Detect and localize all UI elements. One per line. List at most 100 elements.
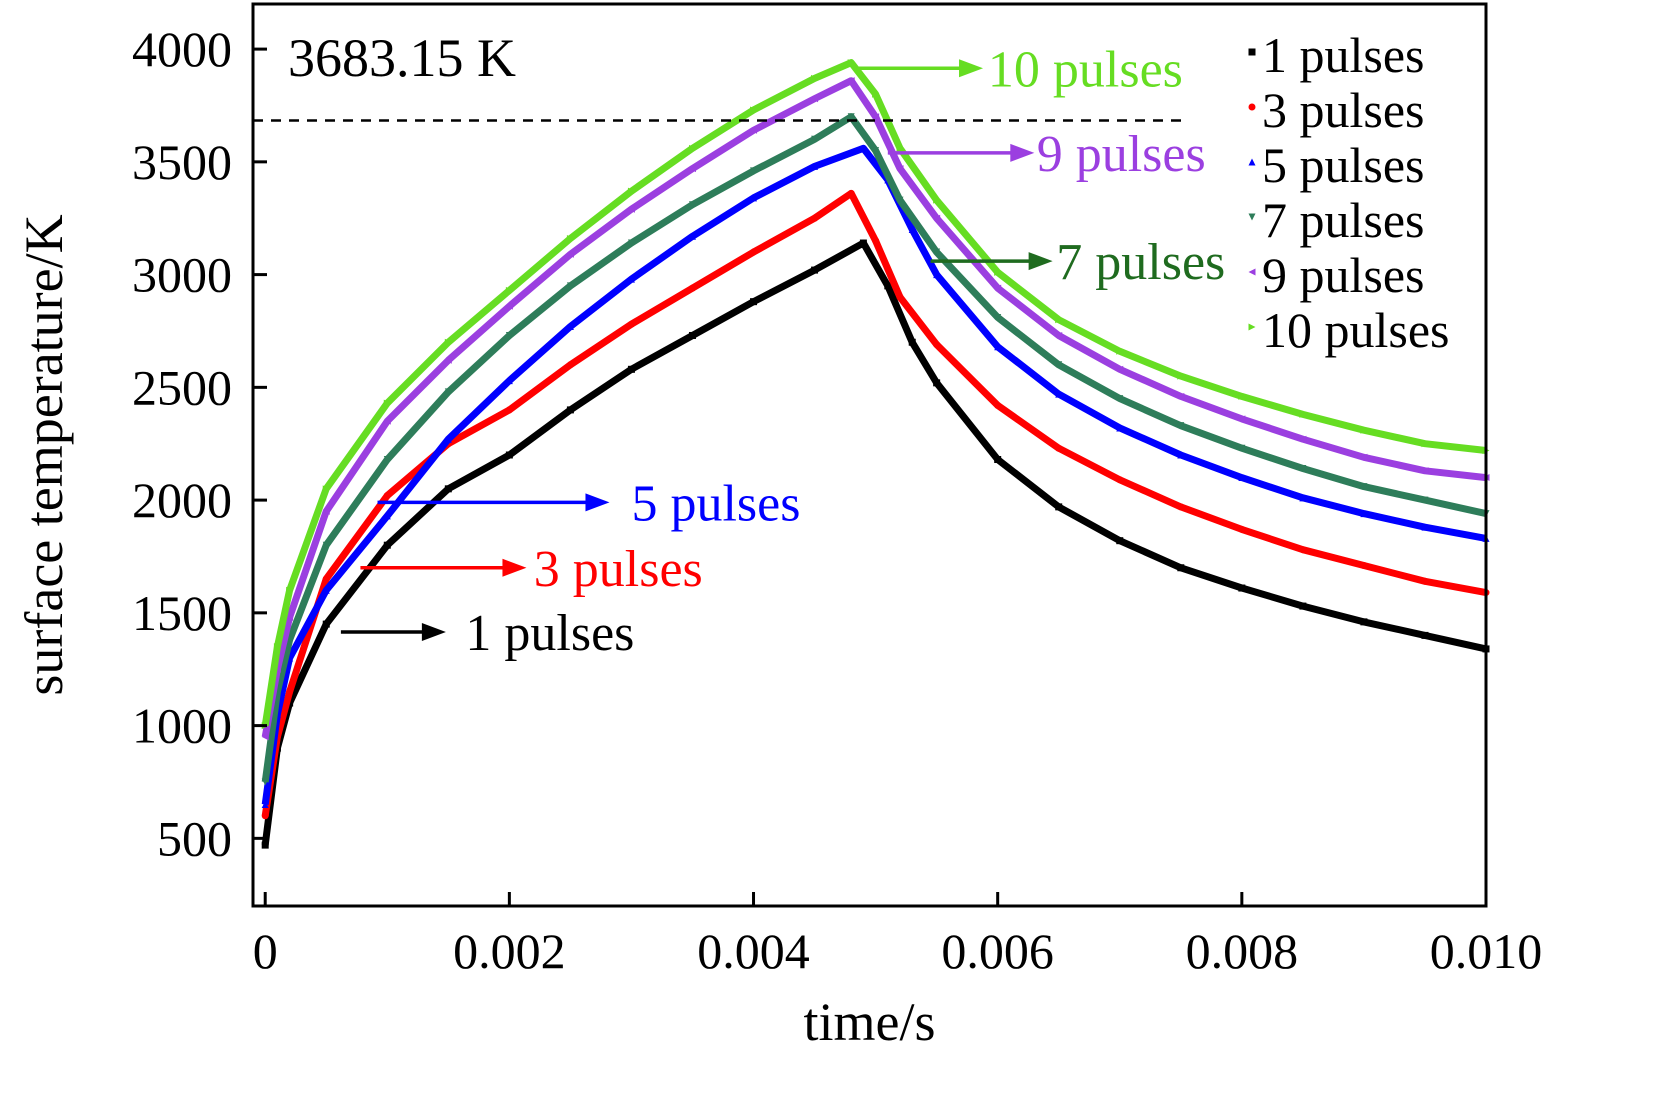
series-10-pulses bbox=[261, 59, 1490, 730]
annotation-10-pulses: 10 pulses bbox=[856, 41, 1183, 98]
y-tick-label: 1000 bbox=[132, 698, 232, 754]
annotation-1-pulses: 1 pulses bbox=[340, 605, 634, 662]
annotation-arrow-head bbox=[1010, 143, 1035, 162]
legend-item: 9 pulses bbox=[1248, 247, 1425, 303]
data-point bbox=[1421, 577, 1429, 585]
data-point bbox=[994, 343, 1002, 351]
legend-marker bbox=[1248, 48, 1256, 56]
data-point bbox=[261, 812, 269, 820]
data-point bbox=[1055, 331, 1063, 339]
data-point bbox=[383, 512, 391, 520]
data-point bbox=[566, 361, 574, 369]
data-point bbox=[688, 144, 696, 152]
data-point bbox=[1116, 365, 1124, 373]
data-point bbox=[505, 451, 513, 459]
annotation-9-pulses: 9 pulses bbox=[887, 126, 1206, 183]
data-point bbox=[896, 165, 904, 173]
data-point bbox=[750, 126, 758, 134]
data-point bbox=[688, 284, 696, 292]
y-tick-label: 2000 bbox=[132, 472, 232, 528]
annotation-label: 3 pulses bbox=[534, 541, 703, 598]
data-point bbox=[750, 194, 758, 202]
data-point bbox=[505, 406, 513, 414]
data-point bbox=[444, 388, 452, 396]
data-point bbox=[383, 492, 391, 500]
data-point bbox=[811, 214, 819, 222]
data-point bbox=[896, 293, 904, 301]
data-point bbox=[750, 248, 758, 256]
annotation-label: 1 pulses bbox=[465, 605, 634, 662]
annotation-label: 5 pulses bbox=[631, 475, 800, 532]
data-point bbox=[847, 59, 855, 67]
data-point bbox=[1116, 476, 1124, 484]
data-point bbox=[1421, 496, 1429, 504]
annotation-arrow-head bbox=[585, 493, 610, 512]
legend-marker bbox=[1248, 213, 1256, 221]
data-point bbox=[627, 365, 635, 373]
annotation-layer: 1 pulses 3 pulses 5 pulses 7 pulses 9 pulses… bbox=[340, 41, 1225, 662]
data-point bbox=[566, 282, 574, 290]
series-5-pulses bbox=[261, 144, 1490, 809]
series-1-pulses bbox=[261, 239, 1490, 849]
data-point bbox=[859, 239, 867, 247]
data-point bbox=[688, 232, 696, 240]
data-point bbox=[750, 167, 758, 175]
data-point bbox=[1299, 465, 1307, 473]
data-point bbox=[1177, 422, 1185, 430]
data-point bbox=[444, 356, 452, 364]
data-point bbox=[933, 214, 941, 222]
annotation-5-pulses: 5 pulses bbox=[377, 475, 800, 532]
data-point bbox=[1055, 503, 1063, 511]
data-point bbox=[1116, 537, 1124, 545]
y-tick-label: 1500 bbox=[132, 585, 232, 641]
data-point bbox=[1360, 453, 1368, 461]
data-point bbox=[1177, 564, 1185, 572]
data-point bbox=[286, 613, 294, 621]
data-point bbox=[1421, 631, 1429, 639]
data-point bbox=[872, 113, 880, 121]
x-tick-label: 0.002 bbox=[453, 923, 566, 979]
data-point bbox=[322, 485, 330, 493]
data-point bbox=[1177, 451, 1185, 459]
x-tick-label: 0.006 bbox=[941, 923, 1054, 979]
data-point bbox=[872, 147, 880, 155]
legend-item: 3 pulses bbox=[1248, 82, 1425, 138]
legend-marker bbox=[1248, 268, 1256, 276]
x-tick-label: 0.008 bbox=[1186, 923, 1299, 979]
x-tick-label: 0 bbox=[253, 923, 278, 979]
legend-item: 5 pulses bbox=[1248, 137, 1425, 193]
data-point bbox=[322, 507, 330, 515]
data-point bbox=[1360, 618, 1368, 626]
data-point bbox=[847, 189, 855, 197]
data-point bbox=[261, 733, 269, 741]
data-point bbox=[1238, 474, 1246, 482]
data-point bbox=[1421, 467, 1429, 475]
legend-marker bbox=[1248, 158, 1256, 166]
data-point bbox=[933, 196, 941, 204]
data-point bbox=[383, 456, 391, 464]
legend-item: 10 pulses bbox=[1248, 302, 1450, 358]
data-point bbox=[1177, 372, 1185, 380]
legend-label: 10 pulses bbox=[1262, 302, 1450, 358]
data-point bbox=[1116, 347, 1124, 355]
legend-label: 5 pulses bbox=[1262, 137, 1425, 193]
y-tick-label: 500 bbox=[157, 810, 232, 866]
data-point bbox=[1055, 316, 1063, 324]
data-point bbox=[847, 113, 855, 121]
data-point bbox=[1055, 390, 1063, 398]
data-point bbox=[505, 302, 513, 310]
data-point bbox=[1299, 546, 1307, 554]
data-point bbox=[566, 322, 574, 330]
data-point bbox=[627, 275, 635, 283]
annotation-arrow-head bbox=[421, 623, 446, 642]
data-point bbox=[750, 298, 758, 306]
data-point bbox=[1360, 483, 1368, 491]
x-tick-label: 0.004 bbox=[697, 923, 810, 979]
data-point bbox=[688, 331, 696, 339]
data-point bbox=[566, 250, 574, 258]
data-point bbox=[896, 144, 904, 152]
data-point bbox=[322, 575, 330, 583]
data-point bbox=[1360, 561, 1368, 569]
